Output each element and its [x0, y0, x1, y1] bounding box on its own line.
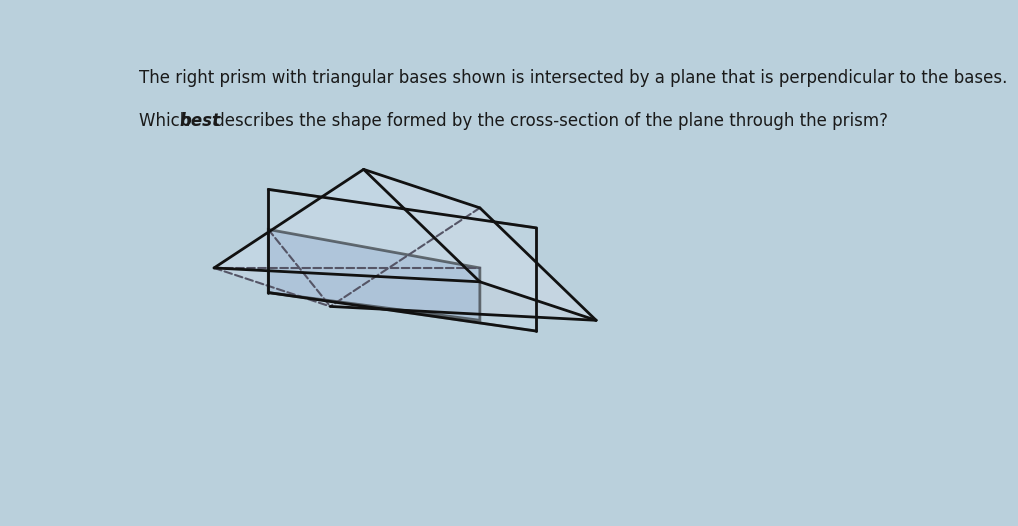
Polygon shape	[330, 208, 597, 320]
Polygon shape	[214, 268, 597, 320]
Polygon shape	[214, 169, 479, 307]
Polygon shape	[214, 169, 479, 282]
Polygon shape	[269, 189, 536, 331]
Polygon shape	[269, 229, 479, 320]
Text: best: best	[179, 113, 220, 130]
Text: describes the shape formed by the cross-section of the plane through the prism?: describes the shape formed by the cross-…	[209, 113, 888, 130]
Polygon shape	[363, 169, 597, 320]
Text: The right prism with triangular bases shown is intersected by a plane that is pe: The right prism with triangular bases sh…	[138, 69, 1007, 87]
Text: Which: Which	[138, 113, 195, 130]
